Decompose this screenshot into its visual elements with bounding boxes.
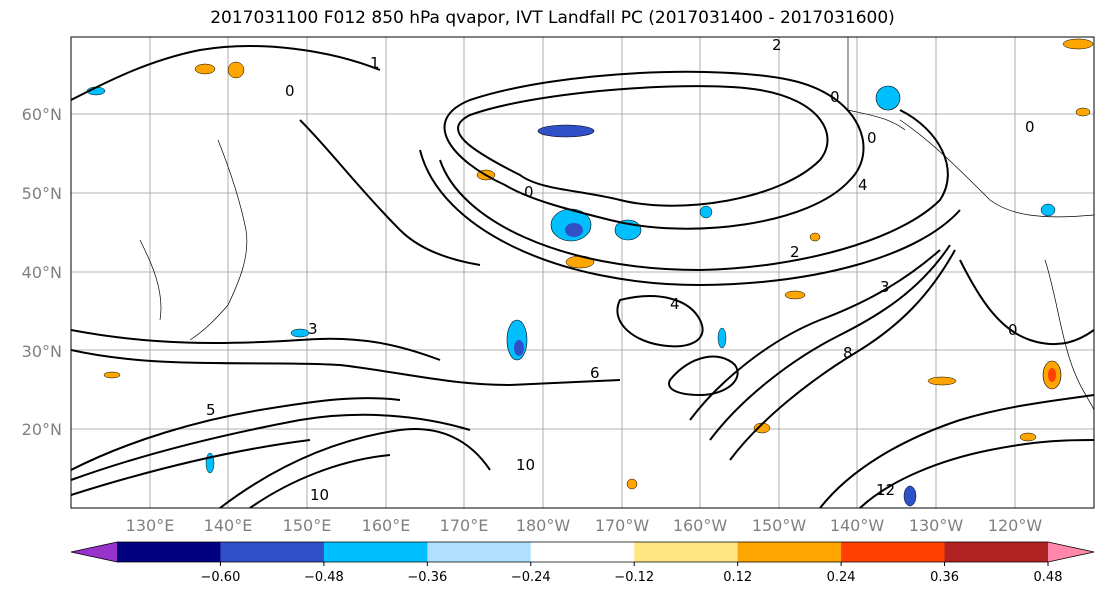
- colorbar-outline: [70, 541, 1095, 563]
- colorbar-extend-low: [71, 542, 117, 562]
- lat-label: 30°N: [22, 342, 62, 361]
- lon-label: 130°W: [909, 516, 964, 535]
- colorbar-segment: [634, 542, 739, 562]
- contour-label: 5: [206, 401, 216, 419]
- lon-label: 150°W: [752, 516, 807, 535]
- colorbar-segment: [427, 542, 532, 562]
- lat-label: 20°N: [22, 420, 62, 439]
- contour-label: 0: [867, 129, 877, 147]
- contour-label: 0: [285, 82, 295, 100]
- colorbar-segment: [117, 542, 221, 562]
- contour-label: 12: [876, 481, 895, 499]
- contour-label: 1: [370, 54, 380, 72]
- colorbar-segment: [944, 542, 1049, 562]
- contour-label: 3: [308, 320, 318, 338]
- contour-label: 4: [670, 295, 680, 313]
- colorbar-segment: [841, 542, 946, 562]
- lon-label: 130°E: [126, 516, 175, 535]
- lon-label: 160°E: [362, 516, 411, 535]
- latitude-labels: 20°N 30°N 40°N 50°N 60°N: [22, 105, 62, 439]
- colorbar-segment: [737, 542, 842, 562]
- contour-label: 6: [590, 364, 600, 382]
- lat-label: 50°N: [22, 184, 62, 203]
- longitude-labels: 130°E 140°E 150°E 160°E 170°E 180°W 170°…: [126, 516, 1043, 535]
- map-frame: [70, 36, 1095, 509]
- colorbar-segment: [220, 542, 325, 562]
- colorbar-tick-label: 0.24: [827, 570, 856, 585]
- lon-label: 150°E: [283, 516, 332, 535]
- colorbar-tick-label: −0.36: [407, 570, 447, 585]
- colorbar-extend-high: [1048, 542, 1094, 562]
- contour-label: 0: [524, 183, 534, 201]
- colorbar-tick-label: −0.60: [201, 570, 241, 585]
- colorbar-tick-label: 0.36: [930, 570, 959, 585]
- lon-label: 180°W: [516, 516, 571, 535]
- colorbar-ticks: −0.60 −0.48 −0.36 −0.24 −0.12 0.12 0.24 0.36 0.4…: [201, 562, 1063, 585]
- colorbar-segment: [323, 542, 428, 562]
- contour-label: 3: [880, 278, 890, 296]
- contour-labels: 0 0 0 0 0 0 1 2 2 3 3 4 4 5 6 8 10 10 12: [206, 36, 1035, 504]
- qvapor-fill: [86, 38, 1094, 507]
- contour-label: 10: [516, 456, 535, 474]
- colorbar-segment: [530, 542, 635, 562]
- contour-label: 8: [843, 344, 853, 362]
- contour-label: 0: [1008, 321, 1018, 339]
- colorbar-tick-label: −0.12: [614, 570, 654, 585]
- contour-label: 10: [310, 486, 329, 504]
- lon-label: 160°W: [673, 516, 728, 535]
- chart-title: 2017031100 F012 850 hPa qvapor, IVT Land…: [210, 8, 895, 28]
- colorbar-tick-label: 0.12: [723, 570, 752, 585]
- lat-label: 60°N: [22, 105, 62, 124]
- contour-label: 2: [772, 36, 782, 54]
- coastlines: [139, 37, 1094, 411]
- lon-label: 170°W: [595, 516, 650, 535]
- colorbar-tick-label: −0.24: [511, 570, 551, 585]
- lon-label: 170°E: [440, 516, 489, 535]
- lon-label: 140°W: [830, 516, 885, 535]
- gridlines: [71, 37, 1094, 508]
- lon-label: 140°E: [204, 516, 253, 535]
- contour-label: 4: [858, 176, 868, 194]
- colorbar-tick-label: 0.48: [1034, 570, 1063, 585]
- contour-label: 0: [1025, 118, 1035, 136]
- colorbar-tick-label: −0.48: [304, 570, 344, 585]
- lon-label: 120°W: [988, 516, 1043, 535]
- contour-lines: [71, 45, 1094, 508]
- contour-label: 0: [830, 88, 840, 106]
- colorbar: [70, 541, 1095, 563]
- contour-label: 2: [790, 243, 800, 261]
- lat-label: 40°N: [22, 263, 62, 282]
